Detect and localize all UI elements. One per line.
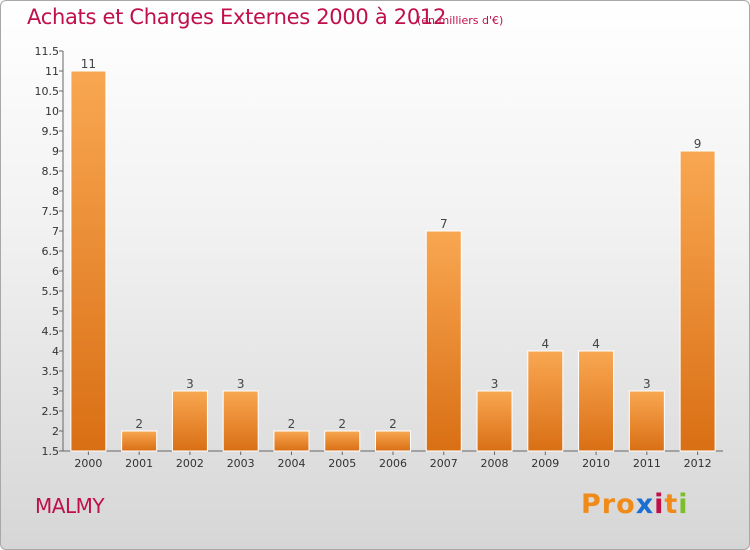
x-tick-label: 2012: [684, 457, 712, 470]
y-tick-label: 3.5: [42, 365, 60, 378]
x-tick-label: 2002: [176, 457, 204, 470]
bar-value-label: 11: [81, 57, 96, 71]
x-tick-label: 2011: [633, 457, 661, 470]
bar-value-label: 2: [135, 417, 143, 431]
proxiti-logo[interactable]: Proxiti: [581, 489, 689, 520]
y-tick-label: 6.5: [42, 245, 60, 258]
bar-value-label: 4: [592, 337, 600, 351]
y-tick-label: 9.5: [42, 125, 60, 138]
y-tick-label: 10: [45, 105, 59, 118]
logo-letter: i: [654, 489, 665, 520]
x-tick-label: 2007: [430, 457, 458, 470]
y-tick-label: 10.5: [35, 85, 60, 98]
y-tick-label: 2.5: [42, 405, 60, 418]
bar-value-label: 2: [338, 417, 346, 431]
x-tick-label: 2008: [481, 457, 509, 470]
bars: 11 2 3 3 2 2 2 7 3 4 4 3 9: [70, 57, 716, 452]
bar-2009: [527, 350, 564, 452]
y-tick-label: 8.5: [42, 165, 60, 178]
y-tick-label: 4.5: [42, 325, 60, 338]
chart-subtitle: (en milliers d'€): [417, 14, 504, 27]
bar-2004: [273, 430, 310, 452]
y-tick-label: 3: [52, 385, 59, 398]
bar-value-label: 3: [643, 377, 651, 391]
chart-title: Achats et Charges Externes 2000 à 2012: [27, 5, 447, 29]
bar-value-label: 4: [541, 337, 549, 351]
logo-letter: r: [601, 489, 617, 520]
x-tick-label: 2010: [582, 457, 610, 470]
x-tick-label: 2009: [531, 457, 559, 470]
bar-2002: [171, 390, 208, 452]
town-name: MALMY: [35, 494, 105, 518]
bar-2000: [70, 70, 107, 452]
y-tick-label: 4: [52, 345, 59, 358]
y-tick-label: 2: [52, 425, 59, 438]
logo-letter: o: [616, 489, 636, 520]
bar-value-label: 7: [440, 217, 448, 231]
bar-value-label: 2: [288, 417, 296, 431]
bar-2003: [222, 390, 259, 452]
y-tick-label: 1.5: [42, 445, 60, 458]
logo-letter: x: [635, 489, 655, 520]
y-tick-label: 6: [52, 265, 59, 278]
x-tick-label: 2000: [74, 457, 102, 470]
bar-value-label: 9: [694, 137, 702, 151]
logo-letter: P: [581, 489, 602, 520]
y-tick-label: 7.5: [42, 205, 60, 218]
bar-value-label: 3: [186, 377, 194, 391]
bar-2007: [425, 230, 462, 452]
y-tick-label: 8: [52, 185, 59, 198]
x-tick-label: 2006: [379, 457, 407, 470]
bar-value-label: 3: [491, 377, 499, 391]
bar-value-label: 2: [389, 417, 397, 431]
logo-letter: t: [664, 489, 679, 520]
y-tick-label: 9: [52, 145, 59, 158]
y-tick-label: 5.5: [42, 285, 60, 298]
bar-value-label: 3: [237, 377, 245, 391]
y-axis: 1.5 2 2.5 3 3.5 4 4.5 5 5.5 6 6.5 7 7.5 8 8.5 9 9.5 10 10.…: [35, 45, 64, 458]
x-tick-label: 2001: [125, 457, 153, 470]
bar-2011: [628, 390, 665, 452]
y-tick-label: 7: [52, 225, 59, 238]
x-axis: 2000 2001 2002 2003 2004 2005 2006 2007 2008 2009…: [63, 450, 723, 470]
logo-letter: i: [678, 489, 689, 520]
y-tick-label: 11.5: [35, 45, 60, 58]
x-tick-label: 2004: [277, 457, 305, 470]
bar-2012: [679, 150, 716, 452]
bar-2010: [578, 350, 615, 452]
y-tick-label: 5: [52, 305, 59, 318]
bar-2008: [476, 390, 513, 452]
x-tick-label: 2003: [227, 457, 255, 470]
bar-2001: [121, 430, 158, 452]
bar-2006: [375, 430, 411, 452]
y-tick-label: 11: [45, 65, 59, 78]
bar-2005: [324, 430, 361, 452]
x-tick-label: 2005: [328, 457, 356, 470]
